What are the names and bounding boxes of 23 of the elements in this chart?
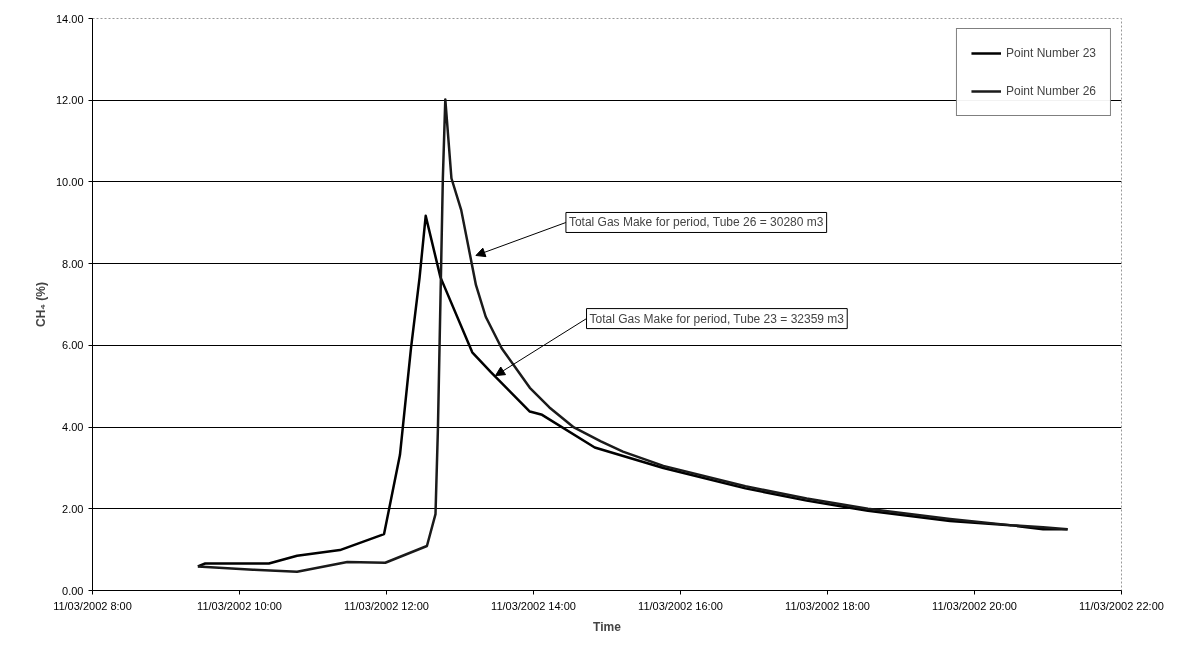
- x-tick-label: 11/03/2002 16:00: [638, 599, 723, 612]
- x-tick-label: 11/03/2002 18:00: [785, 599, 870, 612]
- x-tick-label: 11/03/2002 14:00: [491, 599, 576, 612]
- y-tick-label: 0.00: [62, 584, 84, 597]
- x-tick-label: 11/03/2002 10:00: [197, 599, 282, 612]
- y-tick-label: 12.00: [55, 94, 84, 107]
- legend-label: Point Number 23: [1005, 46, 1096, 60]
- y-tick-label: 14.00: [55, 12, 84, 25]
- legend-label: Point Number 26: [1005, 84, 1096, 98]
- y-tick-label: 10.00: [55, 175, 84, 188]
- x-tick-label: 11/03/2002 8:00: [53, 599, 132, 612]
- annotation: Total Gas Make for period, Tube 23 = 32359 m3: [589, 311, 845, 326]
- x-tick-label: 11/03/2002 22:00: [1079, 599, 1164, 612]
- y-tick-label: 8.00: [62, 257, 84, 270]
- line-series: [196, 98, 1069, 573]
- x-axis-title: Time: [593, 619, 622, 634]
- x-tick-label: 11/03/2002 12:00: [344, 599, 429, 612]
- y-tick-label: 6.00: [62, 339, 84, 352]
- y-tick-label: 2.00: [62, 502, 84, 515]
- y-axis-title: CH₄ (%): [33, 281, 48, 328]
- annotation: Total Gas Make for period, Tube 26 = 30280 m3: [568, 215, 824, 230]
- y-tick-label: 4.00: [62, 421, 84, 434]
- x-tick-label: 11/03/2002 20:00: [932, 599, 1017, 612]
